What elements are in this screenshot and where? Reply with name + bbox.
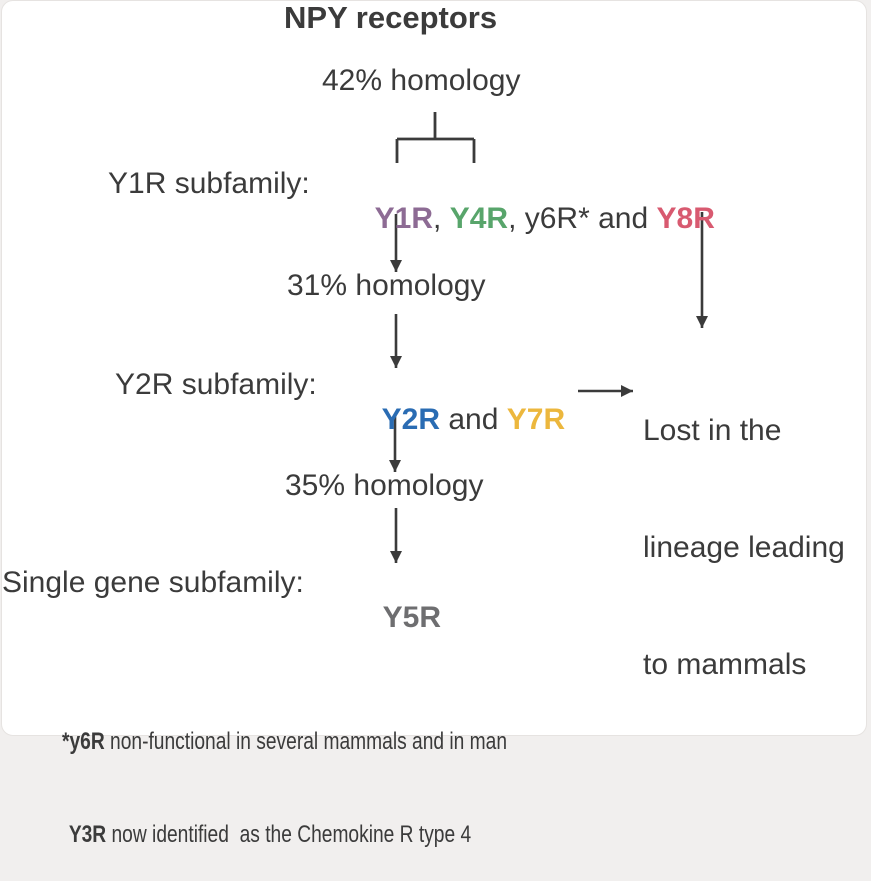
y1-subfamily-label: Y1R subfamily: <box>108 167 310 200</box>
footnote-y6r: *y6R non-functional in several mammals a… <box>62 726 507 757</box>
lost-note-line: to mammals <box>643 648 807 681</box>
receptor-y5r: Y5R <box>382 600 442 634</box>
lost-note-line: Lost in the <box>643 414 782 447</box>
footnote-y6r-term: *y6R <box>62 728 105 755</box>
single-gene-subfamily-members: Y5R <box>366 566 441 635</box>
y2-subfamily-members: Y2R and Y7R <box>365 368 565 437</box>
receptor-y6r: y6R* <box>524 201 590 235</box>
lost-in-lineage-note: Lost in the lineage leading to mammals <box>643 333 845 723</box>
separator: and <box>589 201 657 235</box>
homology-31-label: 31% homology <box>287 269 486 302</box>
receptor-y7r: Y7R <box>506 402 566 436</box>
diagram-title: NPY receptors <box>284 0 498 35</box>
separator: , <box>433 201 450 235</box>
y2-subfamily-label: Y2R subfamily: <box>115 368 317 401</box>
footnote-y3r-term: Y3R <box>68 821 107 848</box>
footnote-y3r-text: now identified as the Chemokine R type 4 <box>106 821 472 848</box>
single-gene-subfamily-label: Single gene subfamily: <box>2 566 304 599</box>
y1-subfamily-members: Y1R, Y4R, y6R* and Y8R <box>358 167 715 236</box>
footnote-y6r-text: non-functional in several mammals and in… <box>104 728 508 755</box>
receptor-y4r: Y4R <box>449 201 509 235</box>
receptor-y1r: Y1R <box>374 201 434 235</box>
homology-35-label: 35% homology <box>285 469 484 502</box>
receptor-y2r: Y2R <box>381 402 441 436</box>
receptor-y8r: Y8R <box>656 201 715 235</box>
footnote-y3r: Y3R now identified as the Chemokine R ty… <box>62 819 478 850</box>
footnotes: *y6R non-functional in several mammals a… <box>62 664 507 881</box>
separator: and <box>440 402 507 436</box>
lost-note-line: lineage leading <box>643 531 845 564</box>
separator: , <box>508 201 525 235</box>
homology-42-label: 42% homology <box>322 64 521 97</box>
page-background: { "title": "NPY receptors", "colors": { … <box>1 0 867 848</box>
